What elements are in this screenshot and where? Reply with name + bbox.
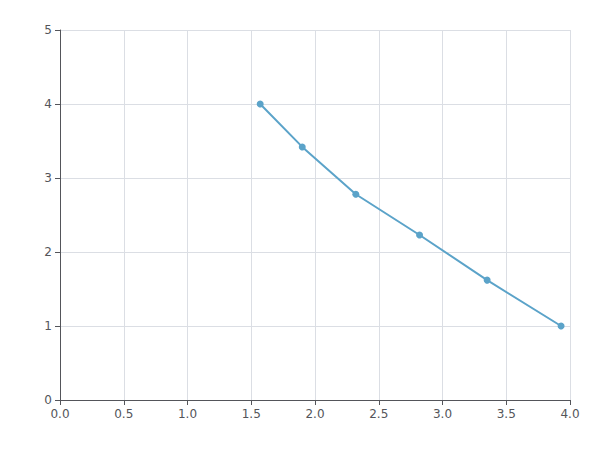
svg-text:4: 4 [44,97,52,111]
svg-text:2.5: 2.5 [369,407,388,421]
svg-text:1: 1 [44,319,52,333]
svg-text:3: 3 [44,171,52,185]
svg-text:5: 5 [44,23,52,37]
svg-text:0: 0 [44,393,52,407]
svg-text:2.0: 2.0 [305,407,324,421]
svg-text:4.0: 4.0 [560,407,579,421]
svg-text:0.5: 0.5 [114,407,133,421]
svg-text:0.0: 0.0 [50,407,69,421]
svg-text:3.0: 3.0 [433,407,452,421]
svg-text:2: 2 [44,245,52,259]
svg-text:3.5: 3.5 [497,407,516,421]
svg-text:1.5: 1.5 [242,407,261,421]
svg-text:1.0: 1.0 [178,407,197,421]
